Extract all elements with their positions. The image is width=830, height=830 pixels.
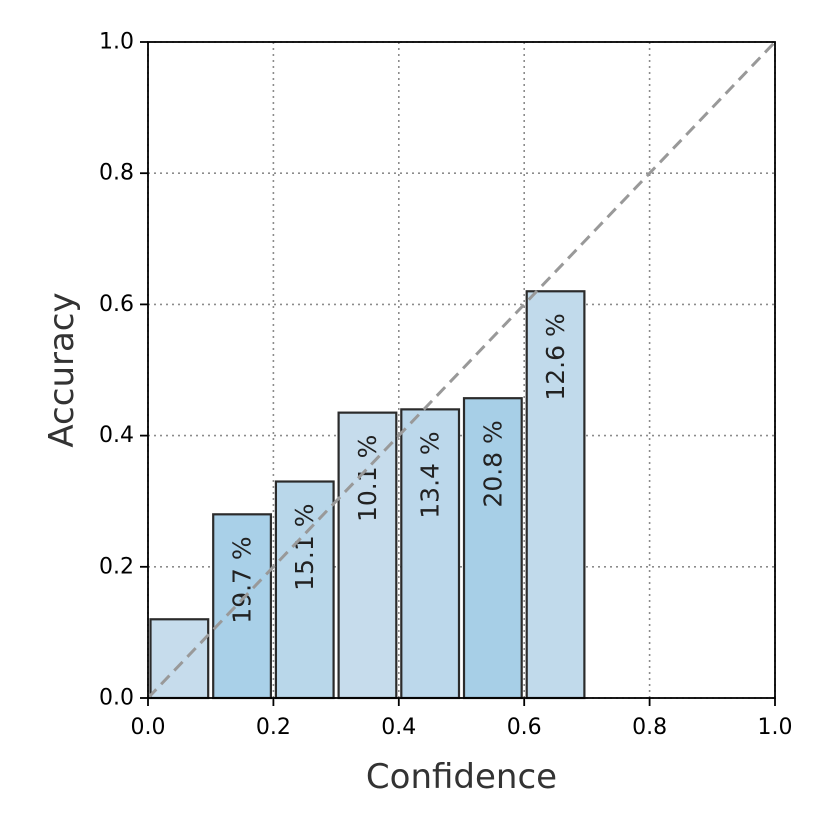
bar-label-bin-4: 13.4 % xyxy=(416,431,445,518)
y-axis-ticks: 0.0 0.2 0.4 0.6 0.8 1.0 xyxy=(99,30,148,711)
y-axis-label: Accuracy xyxy=(42,292,82,447)
bar-bin-6 xyxy=(525,290,586,700)
x-tick-label: 0.8 xyxy=(632,715,667,740)
bar-label-bin-3: 10.1 % xyxy=(353,435,382,522)
plot-frame-group xyxy=(147,41,776,699)
x-tick-label: 1.0 xyxy=(758,715,793,740)
x-tick-label: 0.4 xyxy=(381,715,416,740)
y-tick-label: 0.6 xyxy=(99,292,134,317)
bar-label-bin-2: 15.1 % xyxy=(290,504,319,591)
y-tick-label: 0.8 xyxy=(99,161,134,186)
bar-bin-4 xyxy=(400,408,461,700)
x-axis-ticks: 0.0 0.2 0.4 0.6 0.8 1.0 xyxy=(131,698,793,740)
y-tick-label: 1.0 xyxy=(99,30,134,55)
y-tick-label: 0.2 xyxy=(99,554,134,579)
y-tick-label: 0.0 xyxy=(99,686,134,711)
bar-label-bin-5: 20.8 % xyxy=(478,420,507,507)
bar-bin-5 xyxy=(462,397,523,700)
bar-bin-0 xyxy=(149,618,210,700)
bar-bin-2 xyxy=(274,480,335,700)
x-tick-label: 0.0 xyxy=(131,715,166,740)
bars xyxy=(149,290,586,700)
plot-frame xyxy=(147,41,776,699)
perfect-calibration-line xyxy=(146,40,777,700)
x-tick-label: 0.6 xyxy=(507,715,542,740)
bar-label-bin-6: 12.6 % xyxy=(541,313,570,400)
y-tick-label: 0.4 xyxy=(99,423,134,448)
x-tick-label: 0.2 xyxy=(256,715,291,740)
bar-bin-3 xyxy=(337,411,398,700)
bar-labels: 19.7 % 15.1 %10.1 % 13.4 % 20.8 %12.6 % xyxy=(228,313,570,623)
x-axis-label: Confidence xyxy=(366,757,557,797)
reference-line-group xyxy=(146,40,777,700)
